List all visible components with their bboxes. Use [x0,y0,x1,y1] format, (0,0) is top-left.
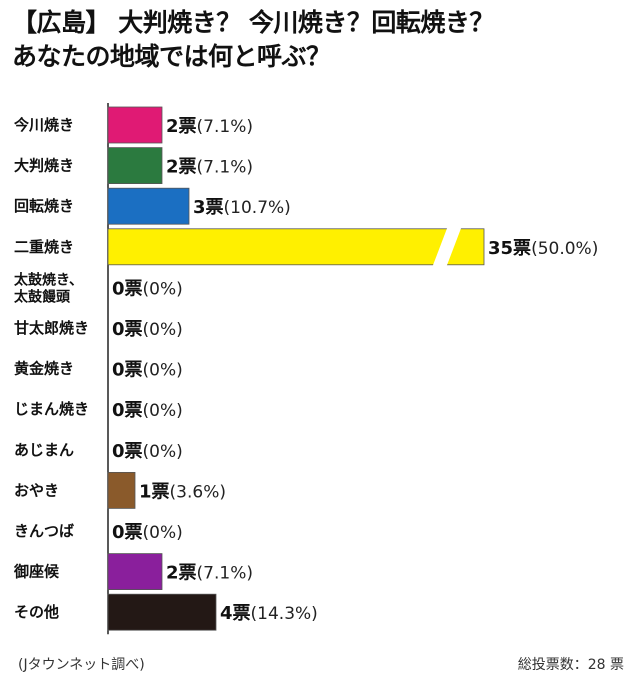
value-label: 2票(7.1%) [166,116,253,137]
category-label: 甘太郎焼き [14,319,89,337]
value-label: 1票(3.6%) [139,481,226,502]
bar [107,147,163,185]
bar [107,228,485,266]
value-label: 3票(10.7%) [193,197,291,218]
title-line-2: あなたの地域では何と呼ぶ？ [12,42,331,71]
value-label: 0票(0%) [112,278,183,299]
bar [107,106,163,144]
bar [107,593,217,631]
value-label: 0票(0%) [112,400,183,421]
value-label: 35票(50.0%) [488,238,598,259]
chart-title: 【広島】 大判焼き？ 今川焼き？回転焼き？ あなたの地域では何と呼ぶ？ [12,6,632,74]
category-label: おやき [14,481,59,499]
category-label: 黄金焼き [14,360,74,378]
value-label: 0票(0%) [112,319,183,340]
source-note: (Jタウンネット調べ) [18,657,145,673]
category-label: 御座候 [13,563,60,581]
category-label: その他 [14,603,59,621]
value-label: 0票(0%) [112,441,183,462]
axis-break-mark [432,225,462,268]
title-line-1: 【広島】 大判焼き？ 今川焼き？回転焼き？ [12,8,494,37]
value-label: 2票(7.1%) [166,563,253,584]
value-label: 0票(0%) [112,522,183,543]
category-label: 回転焼き [14,197,74,215]
category-label: 二重焼き [14,238,74,256]
category-label: きんつば [14,522,74,540]
bar [107,471,136,509]
bar [107,187,190,225]
category-label: 今川焼き [13,116,74,134]
category-label: 太鼓焼き、太鼓饅頭 [14,271,83,305]
value-label: 4票(14.3%) [220,603,318,624]
value-label: 2票(7.1%) [166,157,253,178]
category-label: じまん焼き [14,400,89,418]
total-votes: 総投票数：28 票 [517,657,624,673]
bar [107,553,163,590]
category-label: あじまん [14,441,74,459]
category-label: 大判焼き [14,157,74,175]
value-label: 0票(0%) [112,360,183,381]
